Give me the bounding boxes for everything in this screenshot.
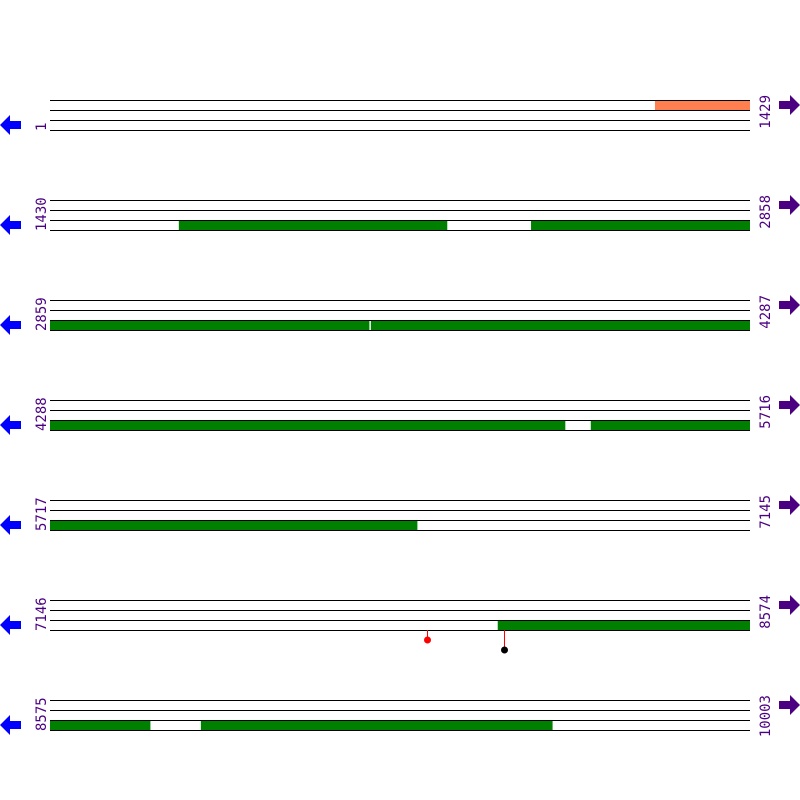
row-start-label: 5717	[34, 497, 50, 531]
row-start-label: 1	[34, 123, 50, 131]
feature-block	[50, 720, 151, 730]
feature-block	[590, 420, 750, 430]
row-start-label: 4288	[34, 397, 50, 431]
row-end-label: 1429	[758, 95, 774, 129]
arrow-right-icon	[779, 95, 800, 115]
arrow-right-icon	[779, 695, 800, 715]
arrow-left-icon	[0, 315, 21, 335]
arrow-left-icon	[0, 615, 21, 635]
row-start-label: 8575	[34, 697, 50, 731]
arrow-left-icon	[0, 515, 21, 535]
track-row: 2859 4287	[0, 295, 800, 335]
row-end-label: 7145	[758, 495, 774, 529]
feature-block	[654, 100, 750, 110]
row-start-label: 1430	[34, 197, 50, 231]
track-row: 1430 2858	[0, 195, 800, 235]
feature-block	[200, 720, 553, 730]
row-end-label: 4287	[758, 295, 774, 329]
row-end-label: 8574	[758, 595, 774, 629]
row-end-label: 10003	[758, 695, 774, 737]
feature-block	[50, 420, 566, 430]
feature-block	[370, 320, 750, 330]
arrow-left-icon	[0, 215, 21, 235]
arrow-right-icon	[779, 595, 800, 615]
arrow-right-icon	[779, 395, 800, 415]
track-row: 8575 10003	[0, 695, 800, 737]
feature-block	[50, 320, 370, 330]
feature-block	[531, 220, 750, 230]
marker-dot	[501, 646, 508, 654]
feature-block	[497, 620, 750, 630]
feature-block	[178, 220, 448, 230]
track-row: 7146 8574	[0, 595, 800, 654]
row-start-label: 2859	[34, 297, 50, 331]
arrow-left-icon	[0, 715, 21, 735]
arrow-right-icon	[779, 295, 800, 315]
track-row: 1 1429	[0, 95, 800, 135]
arrow-right-icon	[779, 495, 800, 515]
arrow-left-icon	[0, 115, 21, 135]
row-end-label: 5716	[758, 395, 774, 429]
row-start-label: 7146	[34, 597, 50, 631]
feature-block	[50, 520, 418, 530]
arrow-left-icon	[0, 415, 21, 435]
track-row: 5717 7145	[0, 495, 800, 535]
arrow-right-icon	[779, 195, 800, 215]
row-end-label: 2858	[758, 195, 774, 229]
marker-dot	[424, 636, 431, 644]
track-row: 4288 5716	[0, 395, 800, 435]
